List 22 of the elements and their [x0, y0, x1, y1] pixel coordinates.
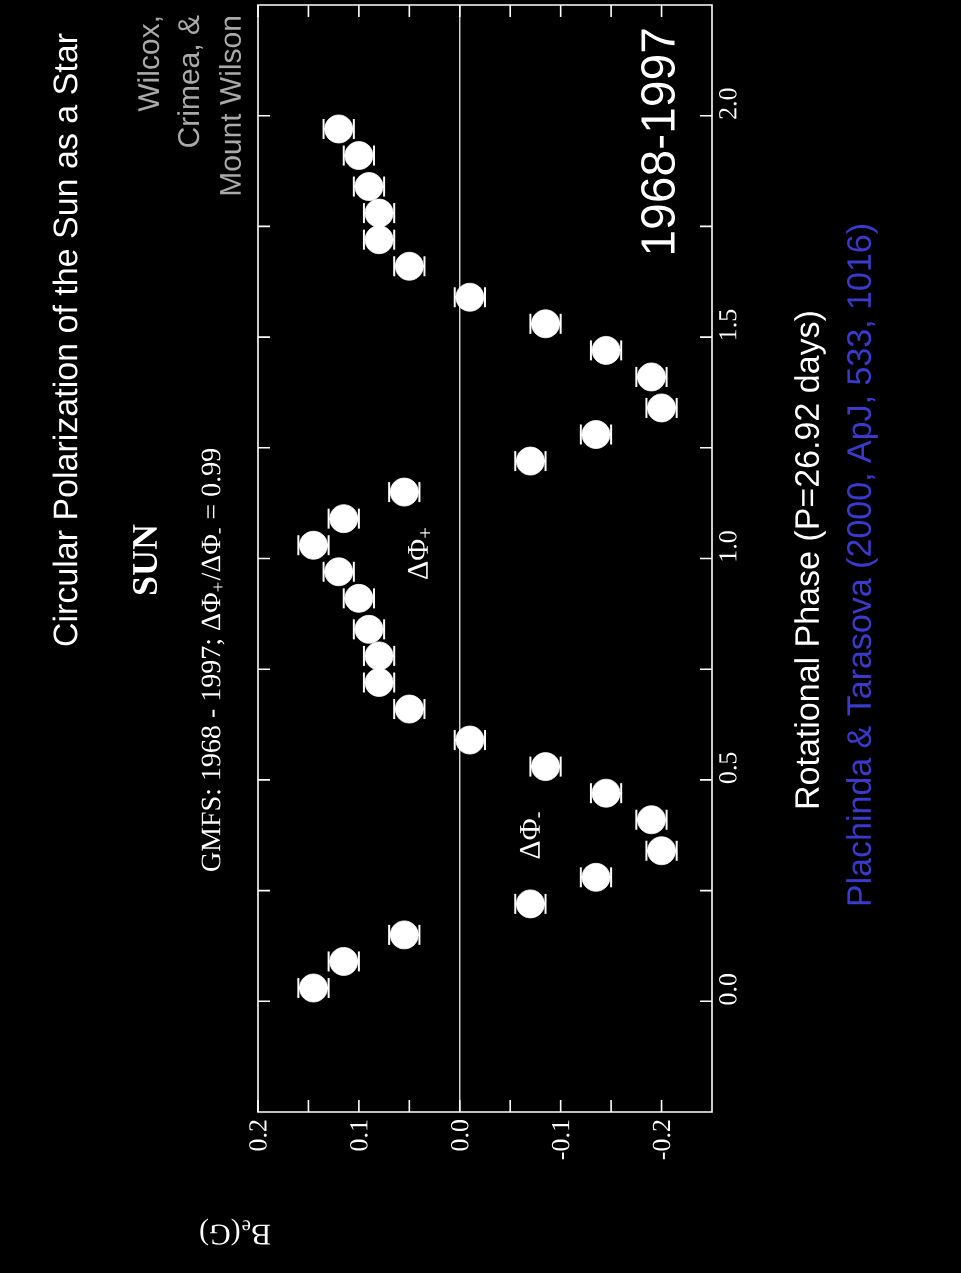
- x-tick-label: 0.2: [249, 1120, 267, 1151]
- x-tick-label: 0.1: [350, 1120, 368, 1151]
- text: GMFS: 1968 - 1997; ΔΦ$_{+}$/ΔΦ$_{-}$ = 0.99: [201, 449, 225, 871]
- x-tick-label: -0.1: [551, 1120, 570, 1160]
- text: Circular Polarization of the Sun as a Star: [52, 33, 78, 646]
- y-tick-label: 2.0: [719, 88, 737, 119]
- text: Mount Wilson: [218, 17, 242, 195]
- x-tick-label: -0.2: [652, 1120, 671, 1160]
- annotation: ΔΦ$_{+}$: [407, 527, 430, 579]
- x-tick-label: 0.0: [450, 1120, 469, 1151]
- y-tick-label: 0.0: [719, 974, 737, 1005]
- y-tick-label: 1.5: [719, 309, 737, 340]
- annotation: 1968-1997: [641, 29, 675, 253]
- y-tick-label: 0.5: [719, 752, 737, 784]
- x-axis-title: B$_{e}$(G): [200, 1218, 271, 1246]
- text: Crimea, &: [177, 15, 203, 147]
- annotation: ΔΦ$_{-}$: [519, 812, 540, 859]
- y-tick-label: 1.0: [719, 531, 737, 561]
- text: Wilcox,: [137, 17, 163, 112]
- y-axis-title: Rotational Phase (P=26.92 days): [794, 312, 826, 808]
- text: SUN: [132, 524, 158, 595]
- text: Plachinda & Tarasova (2000, ApJ, 533, 1016): [846, 225, 878, 905]
